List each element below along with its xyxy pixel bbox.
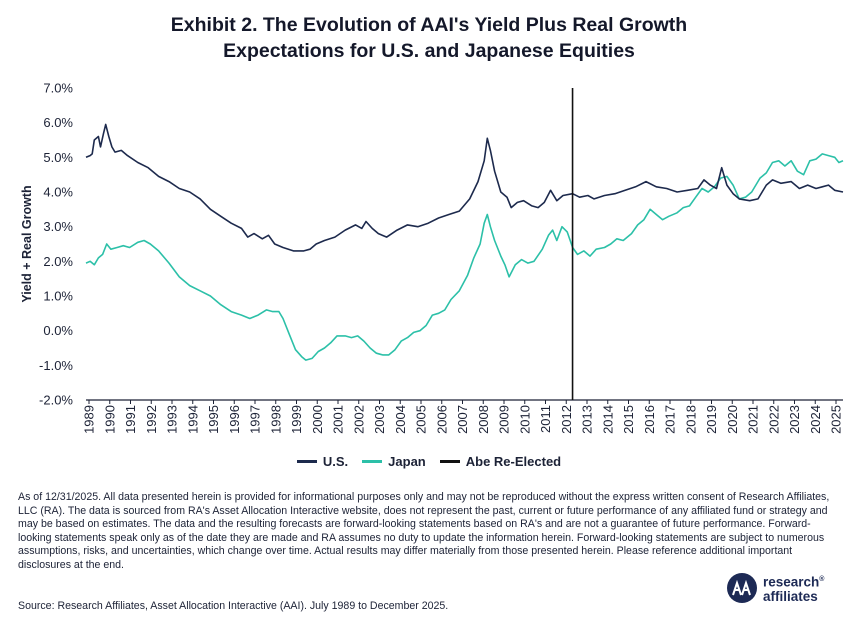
series-line-japan [85, 153, 844, 361]
legend-item-us: U.S. [296, 454, 349, 469]
x-tick-label: 2003 [372, 405, 387, 434]
x-tick-label: 2001 [331, 405, 346, 434]
series-line-us [85, 123, 844, 252]
legend-swatch-us [296, 460, 317, 463]
x-tick-label: 1995 [206, 405, 221, 434]
legend-swatch-abe [439, 460, 460, 463]
x-tick-label: 2012 [559, 405, 574, 434]
x-tick-label: 1990 [102, 405, 117, 434]
x-tick-label: 2002 [351, 405, 366, 434]
x-tick-label: 2025 [829, 405, 844, 434]
y-tick-label: 6.0% [43, 115, 73, 130]
x-tick-label: 1993 [165, 405, 180, 434]
y-tick-label: 3.0% [43, 219, 73, 234]
chart-title-line1: Exhibit 2. The Evolution of AAI's Yield … [170, 14, 688, 36]
y-tick-label: 2.0% [43, 254, 73, 269]
chart-title: Exhibit 2. The Evolution of AAI's Yield … [0, 12, 858, 64]
x-tick-label: 2021 [746, 405, 761, 434]
y-tick-label: 5.0% [43, 150, 73, 165]
line-chart: 7.0% 6.0% 5.0% 4.0% 3.0% 2.0% 1.0% 0.0% -1.0% -2.… [20, 81, 844, 434]
legend-swatch-japan [362, 460, 383, 463]
x-tick-label: 1991 [123, 405, 138, 434]
footnote: As of 12/31/2025. All data presented her… [18, 491, 830, 571]
x-tick-label: 2016 [642, 405, 657, 434]
source-note: Source: Research Affiliates, Asset Alloc… [18, 600, 449, 612]
x-tick-label: 1996 [227, 405, 242, 434]
x-tick-label: 2017 [663, 405, 678, 434]
y-tick-label: -1.0% [39, 358, 73, 373]
y-tick-label: 4.0% [43, 185, 73, 200]
y-tick-label: 0.0% [43, 323, 73, 338]
x-tick-label: 2008 [476, 405, 491, 434]
x-tick-label: 2005 [414, 405, 429, 434]
chart-legend: U.S. Japan Abe Re-Elected [0, 454, 858, 469]
x-axis-ticks: 1989 1990 1991 1992 1993 1994 1995 1996 1997 1998… [82, 400, 844, 434]
x-tick-label: 2024 [808, 405, 823, 434]
logo-word-affiliates: affiliates [763, 588, 818, 604]
y-tick-label: 7.0% [43, 81, 73, 96]
x-tick-label: 1994 [185, 405, 200, 434]
x-tick-label: 2022 [766, 405, 781, 434]
x-tick-label: 1997 [248, 405, 263, 434]
legend-item-abe: Abe Re-Elected [439, 454, 562, 469]
x-tick-label: 2023 [787, 405, 802, 434]
x-tick-label: 2007 [455, 405, 470, 434]
x-tick-label: 2018 [683, 405, 698, 434]
x-tick-label: 2015 [621, 405, 636, 434]
x-tick-label: 2006 [434, 405, 449, 434]
x-tick-label: 2011 [538, 405, 553, 433]
x-tick-label: 1992 [144, 405, 159, 434]
y-tick-label: -2.0% [39, 393, 73, 408]
x-tick-label: 2014 [600, 405, 615, 434]
y-axis-ticks: 7.0% 6.0% 5.0% 4.0% 3.0% 2.0% 1.0% 0.0% -1.0% -2.… [39, 81, 73, 408]
x-tick-label: 1998 [268, 405, 283, 434]
x-tick-label: 2004 [393, 405, 408, 434]
logo-word-research: research [763, 574, 820, 590]
series-layer [85, 123, 844, 361]
legend-label-abe: Abe Re-Elected [465, 454, 562, 469]
logo-trademark: ® [819, 576, 825, 583]
x-tick-label: 1999 [289, 405, 304, 434]
x-tick-label: 2010 [517, 405, 532, 434]
x-tick-label: 1989 [82, 405, 97, 434]
chart-title-line2: Expectations for U.S. and Japanese Equit… [223, 40, 635, 62]
logo-mark-icon [727, 573, 757, 604]
legend-label-us: U.S. [322, 454, 349, 469]
x-tick-label: 2000 [310, 405, 325, 434]
research-affiliates-logo: research® affiliates [727, 573, 824, 604]
x-tick-label: 2019 [704, 405, 719, 434]
logo-wordmark: research® affiliates [763, 573, 824, 604]
legend-item-japan: Japan [362, 454, 426, 469]
y-tick-label: 1.0% [43, 289, 73, 304]
y-axis-label: Yield + Real Growth [20, 185, 34, 302]
x-tick-label: 2020 [725, 405, 740, 434]
legend-label-japan: Japan [388, 454, 426, 469]
x-tick-label: 2009 [497, 405, 512, 434]
logo-glyph-icon [732, 580, 751, 596]
x-tick-label: 2013 [580, 405, 595, 434]
